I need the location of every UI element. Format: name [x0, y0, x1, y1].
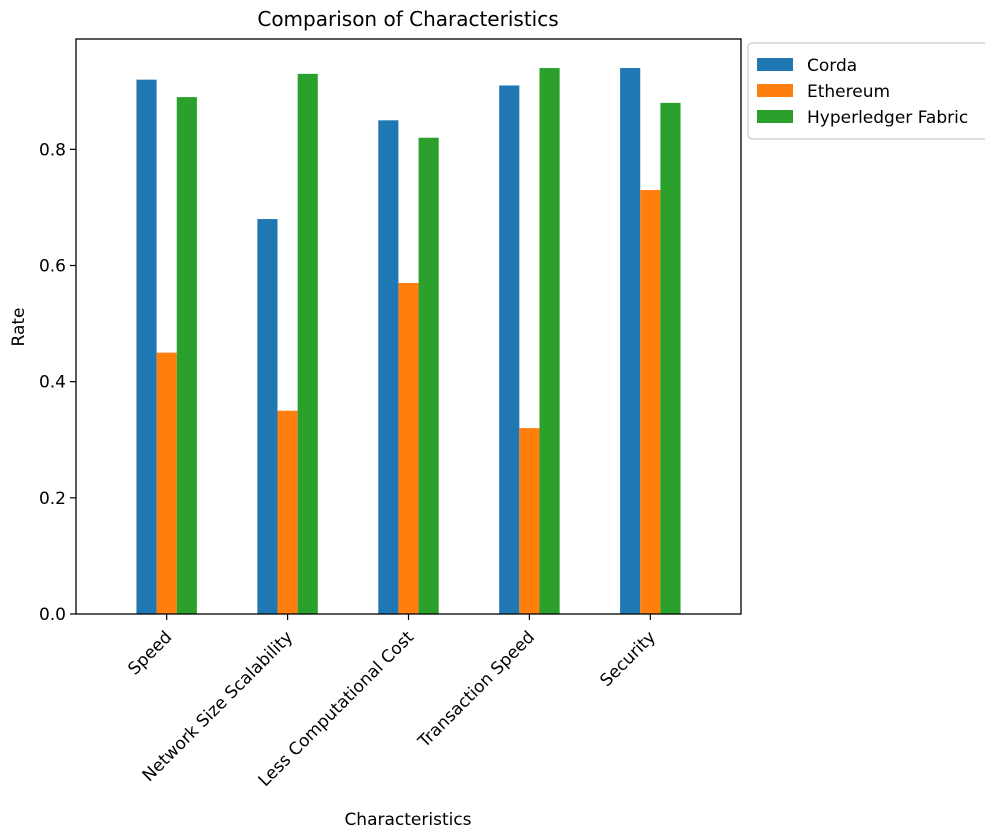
bar-ethereum-0 [156, 352, 177, 614]
y-tick-label: 0.2 [39, 489, 66, 509]
y-axis-label: Rate [9, 308, 29, 347]
legend-box [747, 42, 985, 140]
bar-ethereum-4 [640, 190, 661, 614]
bar-hyperledger-fabric-4 [660, 102, 681, 614]
chart-title: Comparison of Characteristics [257, 7, 558, 31]
legend: Corda Ethereum Hyperledger Fabric [747, 42, 985, 140]
bar-ethereum-3 [519, 428, 540, 614]
bar-hyperledger-fabric-1 [297, 73, 318, 614]
legend-label-hyperledger-fabric: Hyperledger Fabric [807, 108, 968, 128]
bar-hyperledger-fabric-0 [176, 97, 197, 614]
legend-swatch-corda [757, 58, 793, 71]
x-axis-label: Characteristics [344, 810, 471, 830]
legend-swatch-ethereum [757, 84, 793, 97]
legend-swatch-hyperledger-fabric [757, 110, 793, 123]
bar-corda-1 [257, 219, 278, 614]
y-tick-label: 0.8 [39, 140, 66, 160]
legend-label-ethereum: Ethereum [807, 82, 890, 102]
bar-hyperledger-fabric-3 [539, 68, 560, 614]
plot-frame [75, 38, 742, 615]
bar-ethereum-1 [277, 410, 298, 614]
y-tick-label: 0.4 [39, 373, 66, 393]
bar-corda-0 [136, 79, 157, 615]
y-tick-label: 0.0 [39, 605, 66, 625]
bar-corda-4 [620, 68, 641, 614]
bar-corda-2 [378, 120, 399, 614]
bar-hyperledger-fabric-2 [418, 137, 439, 615]
y-ticks-group: 0.0 0.2 0.4 0.6 0.8 [39, 140, 76, 625]
y-tick-label: 0.6 [39, 257, 66, 277]
bar-ethereum-2 [398, 282, 419, 614]
bars-group [136, 68, 681, 615]
bar-corda-3 [499, 85, 520, 614]
legend-label-corda: Corda [807, 56, 857, 76]
